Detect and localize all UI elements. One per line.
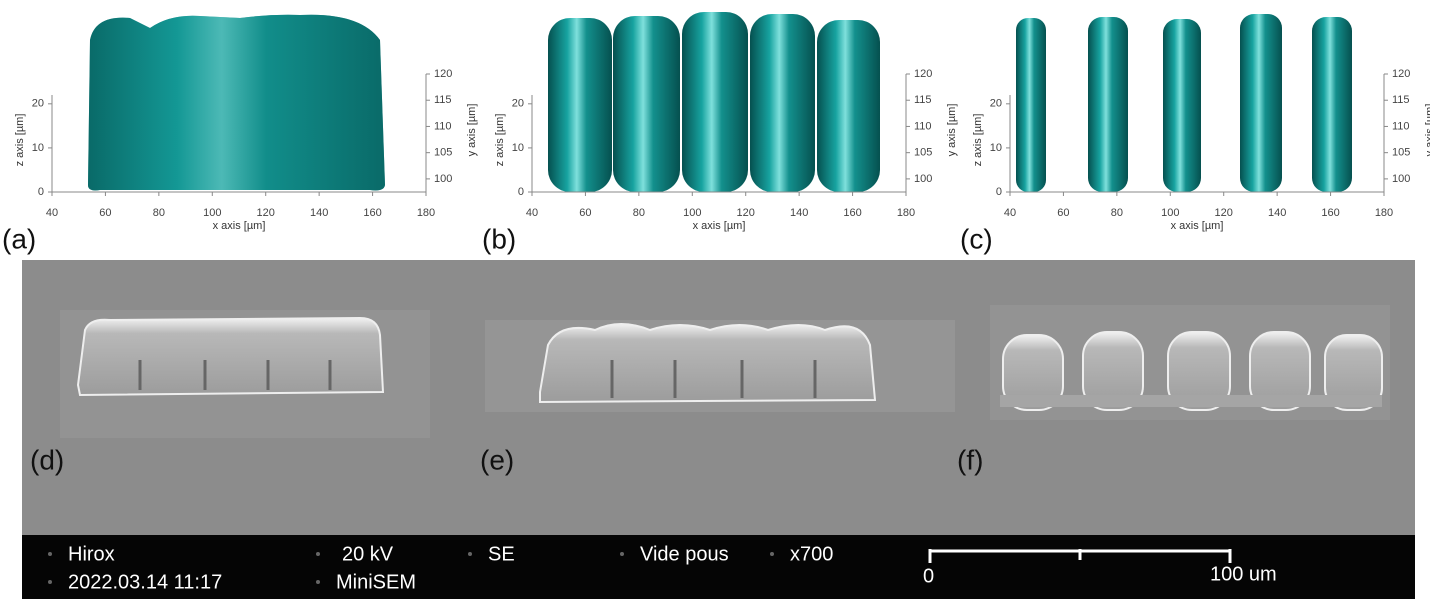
y-tick-label: 105 (1392, 147, 1410, 159)
z-tick-label: 10 (990, 142, 1002, 154)
y-tick-label: 110 (434, 120, 452, 132)
y-tick-label: 120 (914, 68, 932, 80)
x-tick-label: 120 (257, 207, 275, 219)
y-tick-label: 100 (1392, 173, 1410, 185)
panel-label: (f) (957, 444, 983, 475)
x-tick-label: 100 (1161, 207, 1179, 219)
z-tick-label: 0 (518, 186, 524, 198)
x-tick-label: 80 (1111, 207, 1123, 219)
x-axis-label: x axis [µm] (693, 220, 746, 232)
y-tick-label: 110 (1392, 120, 1410, 132)
z-tick-label: 0 (38, 186, 44, 198)
x-tick-label: 120 (1215, 207, 1233, 219)
y-axis-label: y axis [µm] (946, 104, 958, 157)
z-tick-label: 10 (512, 142, 524, 154)
x-tick-label: 80 (153, 207, 165, 219)
scale-label: 0 (923, 565, 934, 587)
z-axis-label: z axis [µm] (972, 114, 984, 167)
x-tick-label: 140 (310, 207, 328, 219)
sem-info: Vide pous (640, 543, 729, 565)
panel-label: (d) (30, 444, 64, 475)
y-tick-label: 105 (434, 147, 452, 159)
x-tick-label: 160 (843, 207, 861, 219)
x-tick-label: 140 (1268, 207, 1286, 219)
x-tick-label: 80 (633, 207, 645, 219)
panel-label: (c) (960, 223, 993, 254)
x-tick-label: 180 (897, 207, 915, 219)
sem-info: 2022.03.14 11:17 (68, 571, 222, 593)
z-axis-label: z axis [µm] (494, 114, 506, 167)
x-tick-label: 100 (683, 207, 701, 219)
panel-label: (e) (480, 444, 514, 475)
x-tick-label: 60 (1057, 207, 1069, 219)
y-tick-label: 115 (434, 94, 452, 106)
y-tick-label: 105 (914, 147, 932, 159)
scale-label: 100 um (1210, 563, 1277, 585)
y-tick-label: 100 (914, 173, 932, 185)
sem-info: SE (488, 543, 515, 565)
panel-label: (b) (482, 223, 516, 254)
x-tick-label: 100 (203, 207, 221, 219)
figure: 4060801001201401601800102010010511011512… (0, 0, 1430, 599)
x-tick-label: 40 (46, 207, 58, 219)
y-tick-label: 120 (434, 68, 452, 80)
y-tick-label: 115 (914, 94, 932, 106)
render-a (88, 15, 385, 191)
y-axis-label: y axis [µm] (466, 104, 478, 157)
sem-info: MiniSEM (336, 571, 416, 593)
sem-info: 20 kV (342, 543, 394, 565)
render-b (548, 12, 880, 192)
y-tick-label: 100 (434, 173, 452, 185)
x-tick-label: 60 (579, 207, 591, 219)
x-tick-label: 40 (1004, 207, 1016, 219)
y-tick-label: 115 (1392, 94, 1410, 106)
sem-info: x700 (790, 543, 833, 565)
x-axis-label: x axis [µm] (213, 220, 266, 232)
y-tick-label: 120 (1392, 68, 1410, 80)
x-tick-label: 40 (526, 207, 538, 219)
y-tick-label: 110 (914, 120, 932, 132)
x-tick-label: 160 (363, 207, 381, 219)
render-c (1016, 14, 1352, 192)
sem-info: Hirox (68, 543, 115, 565)
x-tick-label: 60 (99, 207, 111, 219)
x-axis-label: x axis [µm] (1171, 220, 1224, 232)
z-tick-label: 20 (512, 98, 524, 110)
x-tick-label: 160 (1321, 207, 1339, 219)
x-tick-label: 180 (417, 207, 435, 219)
panel-label: (a) (2, 223, 36, 254)
x-tick-label: 180 (1375, 207, 1393, 219)
x-tick-label: 140 (790, 207, 808, 219)
z-axis-label: z axis [µm] (14, 114, 26, 167)
z-tick-label: 10 (32, 142, 44, 154)
z-tick-label: 20 (32, 98, 44, 110)
x-tick-label: 120 (737, 207, 755, 219)
z-tick-label: 0 (996, 186, 1002, 198)
y-axis-label: y axis [µm] (1424, 104, 1430, 157)
z-tick-label: 20 (990, 98, 1002, 110)
